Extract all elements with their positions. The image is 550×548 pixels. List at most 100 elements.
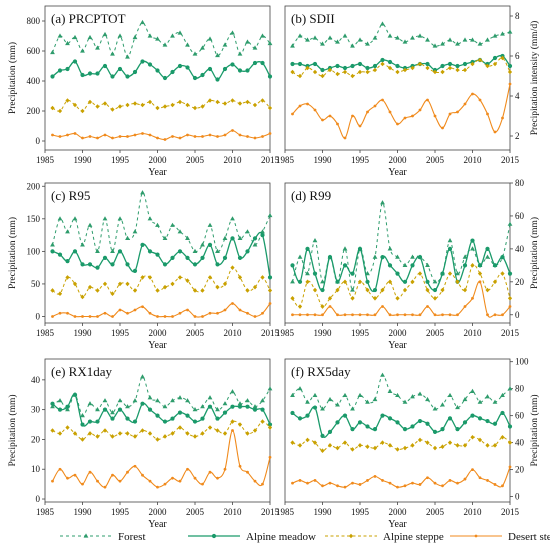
data-point: [66, 133, 69, 137]
data-point: [350, 63, 355, 69]
data-point: [455, 404, 460, 410]
data-point: [297, 254, 303, 259]
data-point: [425, 396, 430, 402]
data-point: [492, 55, 498, 61]
data-point: [433, 313, 437, 317]
data-point: [177, 275, 183, 280]
data-point: [297, 386, 303, 391]
series-alpine-steppe: [50, 265, 273, 300]
x-axis-label: Year: [148, 519, 167, 530]
data-point: [350, 295, 355, 301]
data-point: [305, 279, 310, 285]
data-point: [425, 262, 430, 267]
data-point: [252, 102, 258, 108]
data-point: [51, 479, 54, 483]
data-point: [155, 413, 160, 418]
data-point: [132, 288, 138, 293]
data-point: [95, 434, 100, 439]
data-point: [381, 479, 384, 482]
data-point: [448, 112, 452, 116]
y-tick-label: 200: [27, 181, 41, 191]
y-tick-label: 40: [515, 438, 525, 448]
data-point: [357, 37, 363, 42]
data-point: [357, 246, 363, 251]
data-point: [447, 65, 453, 71]
data-point: [162, 404, 168, 409]
data-point: [328, 114, 332, 118]
data-point: [215, 262, 220, 267]
data-point: [102, 428, 108, 433]
data-point: [462, 420, 468, 425]
data-point: [170, 281, 175, 287]
series-line: [52, 22, 271, 58]
data-point: [478, 98, 482, 102]
data-point: [396, 313, 399, 317]
data-point: [297, 443, 303, 448]
data-point: [230, 98, 235, 103]
series-alpine-meadow: [50, 392, 273, 427]
data-point: [57, 431, 63, 436]
data-point: [455, 270, 460, 276]
x-tick-label: 2010: [224, 155, 243, 165]
data-point: [141, 132, 144, 135]
legend-marker: [211, 533, 217, 539]
data-point: [87, 431, 93, 436]
data-point: [320, 433, 325, 438]
x-tick-label: 1985: [276, 328, 295, 338]
x-tick-label: 1985: [36, 328, 55, 338]
data-point: [402, 67, 408, 73]
data-point: [126, 135, 129, 138]
data-point: [57, 108, 63, 114]
y-tick-label: 20: [515, 465, 525, 475]
data-point: [485, 394, 490, 399]
data-point: [432, 43, 438, 48]
data-point: [215, 77, 220, 82]
data-point: [462, 287, 468, 293]
data-point: [80, 437, 85, 442]
data-point: [492, 61, 498, 67]
data-point: [335, 287, 340, 293]
data-point: [290, 392, 295, 398]
data-point: [470, 238, 475, 243]
data-point: [470, 61, 475, 67]
data-point: [147, 33, 153, 38]
data-point: [87, 284, 93, 290]
data-point: [117, 216, 123, 221]
data-point: [290, 43, 295, 48]
data-point: [500, 434, 505, 440]
data-point: [140, 190, 145, 195]
data-point: [395, 420, 400, 425]
data-point: [417, 418, 423, 424]
data-point: [207, 425, 213, 430]
data-point: [365, 279, 370, 284]
data-point: [50, 74, 55, 79]
data-point: [201, 135, 204, 138]
y-tick-label: 150: [27, 214, 41, 224]
data-point: [470, 246, 475, 251]
data-point: [193, 135, 197, 138]
data-point: [171, 476, 174, 480]
data-point: [87, 419, 93, 424]
data-point: [132, 69, 138, 75]
data-point: [95, 407, 100, 412]
data-point: [192, 248, 198, 253]
data-point: [426, 98, 429, 102]
y-tick-label: 80: [515, 178, 525, 188]
data-point: [350, 447, 355, 452]
data-point: [351, 313, 354, 317]
series-line: [52, 129, 271, 141]
data-point: [500, 255, 505, 260]
data-point: [252, 404, 258, 409]
data-point: [141, 305, 144, 309]
data-point: [117, 398, 123, 403]
data-point: [200, 104, 205, 109]
panel-f: 1985 1990 1995 2000 2005 2010 2015 0 20 40 60 80 100…: [276, 357, 540, 530]
data-point: [492, 421, 498, 426]
data-point: [380, 200, 385, 205]
x-tick-label: 2010: [224, 507, 243, 517]
data-point: [238, 464, 242, 468]
data-point: [417, 391, 423, 396]
data-point: [335, 445, 340, 451]
data-point: [485, 443, 490, 448]
data-point: [215, 416, 220, 421]
